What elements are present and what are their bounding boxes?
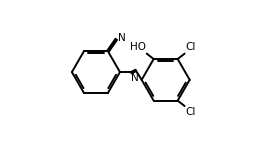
Text: HO: HO [130,42,146,52]
Text: Cl: Cl [185,107,196,117]
Text: N: N [118,33,126,43]
Text: Cl: Cl [185,42,196,52]
Text: N: N [132,73,139,83]
